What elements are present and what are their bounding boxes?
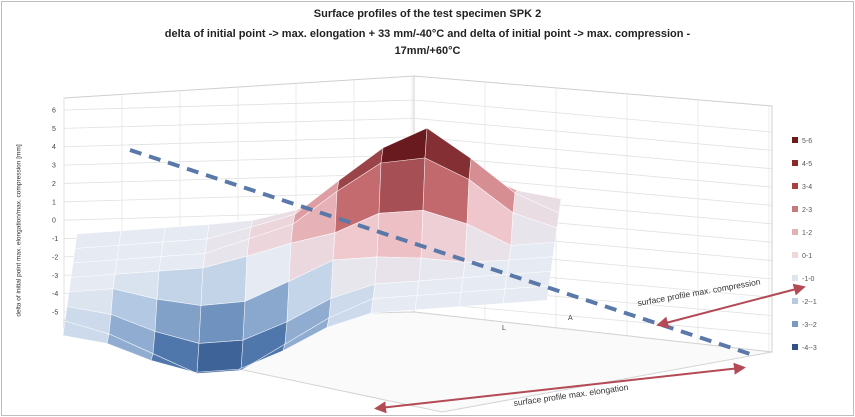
surface-cell: [414, 291, 462, 311]
legend: 5-6 4-5 3-4 2-3 1-2 0-1 -1-0 -2--1 -3--2 -4--3: [792, 137, 817, 352]
chart-title-line-3: 17mm/+60°C: [394, 45, 461, 57]
legend-label: 2-3: [802, 207, 812, 214]
y-tick-label: 1: [52, 199, 56, 206]
surface-cell: [418, 257, 466, 282]
legend-label: 3-4: [802, 184, 812, 191]
legend-label: 4-5: [802, 161, 812, 168]
surface-cell: [196, 339, 244, 374]
depth-tick-label: L: [502, 325, 506, 332]
y-tick-label: 2: [52, 181, 56, 188]
legend-swatch: [792, 252, 798, 258]
elongation-arrow: [374, 362, 746, 414]
y-tick-label: 4: [52, 144, 56, 151]
legend-label: -3--2: [802, 322, 817, 329]
legend-label: 0-1: [802, 253, 812, 260]
gridline: [63, 99, 773, 133]
legend-label: -2--1: [802, 299, 817, 306]
surface-cell: [502, 285, 550, 304]
legend-swatch: [792, 183, 798, 189]
legend-swatch: [792, 321, 798, 327]
legend-swatch: [792, 160, 798, 166]
legend-swatch: [792, 229, 798, 235]
y-tick-label: -2: [52, 254, 58, 261]
legend-label: -4--3: [802, 345, 817, 352]
legend-swatch: [792, 137, 798, 143]
y-tick-label: -1: [52, 236, 58, 243]
surface-cell: [198, 301, 246, 344]
legend-label: -1-0: [802, 276, 815, 283]
surface-mesh: [62, 127, 562, 374]
legend-label: 1-2: [802, 230, 812, 237]
legend-swatch: [792, 275, 798, 281]
legend-swatch: [792, 298, 798, 304]
gridline: [63, 117, 773, 151]
y-tick-label: 0: [52, 218, 56, 225]
y-axis-ticks: 6 5 4 3 2 1 0 -1 -2 -3 -4 -5: [52, 108, 58, 317]
surface-cell: [370, 295, 418, 314]
chart-title-line-2: delta of initial point -> max. elongatio…: [164, 28, 691, 40]
surface-cell: [374, 256, 422, 285]
surface-cell: [458, 288, 506, 308]
y-tick-label: 6: [52, 108, 56, 115]
y-tick-label: 5: [52, 126, 56, 133]
y-tick-label: 3: [52, 163, 56, 170]
y-tick-label: -5: [52, 310, 58, 317]
compression-arrow: [656, 283, 806, 329]
y-tick-label: -3: [52, 273, 58, 280]
y-tick-label: -4: [52, 291, 58, 298]
diagonal-dashed-line: [129, 148, 751, 356]
legend-swatch: [792, 206, 798, 212]
chart-title-line-1: Surface profiles of the test specimen SP…: [313, 8, 542, 20]
legend-label: 5-6: [802, 138, 812, 145]
depth-tick-label: A: [568, 315, 573, 322]
legend-swatch: [792, 344, 798, 350]
surface-cell: [378, 157, 426, 214]
